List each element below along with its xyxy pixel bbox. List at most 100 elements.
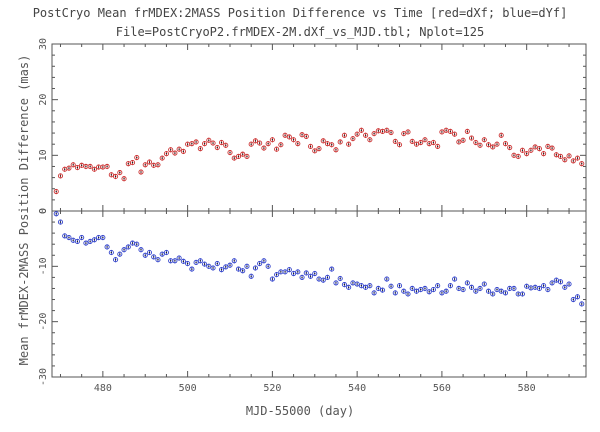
top-y-tick-label: 30 xyxy=(38,38,49,50)
top-data-point xyxy=(100,164,106,170)
top-data-point xyxy=(515,153,521,160)
bottom-data-point xyxy=(163,249,169,256)
chart-subtitle: File=PostCryoP2.frMDEX-2M.dXf_vs_MJD.tbl… xyxy=(115,25,485,39)
bottom-data-point xyxy=(502,290,509,296)
bottom-data-point xyxy=(104,244,110,250)
bottom-data-point xyxy=(456,285,462,292)
bottom-data-point xyxy=(460,286,466,293)
top-data-point xyxy=(485,142,492,148)
top-data-point xyxy=(498,132,504,138)
bottom-data-point xyxy=(570,296,576,303)
top-data-point xyxy=(553,152,559,158)
top-data-point xyxy=(269,137,275,143)
bottom-data-point xyxy=(541,283,547,289)
bottom-data-point xyxy=(324,274,331,280)
top-data-point xyxy=(125,161,131,167)
top-data-point xyxy=(286,134,292,140)
bottom-data-point xyxy=(358,283,364,289)
bottom-data-point xyxy=(248,273,254,279)
top-data-point xyxy=(367,137,373,143)
top-data-point xyxy=(168,147,174,153)
top-data-point xyxy=(197,146,203,152)
top-data-point xyxy=(541,151,547,157)
top-data-point xyxy=(121,176,127,182)
top-data-point xyxy=(375,128,381,134)
bottom-data-point xyxy=(312,270,318,277)
bottom-data-point xyxy=(108,249,114,256)
bottom-data-point xyxy=(307,273,314,279)
top-data-point xyxy=(74,164,80,171)
bottom-data-point xyxy=(214,260,220,267)
bottom-data-point xyxy=(579,301,585,307)
top-data-point xyxy=(151,162,157,168)
bottom-data-point xyxy=(380,287,386,293)
bottom-data-point xyxy=(278,269,284,275)
bottom-data-point xyxy=(79,234,85,241)
bottom-panel-dyf: 0 -10 -20 -30 480 500 520 540 560 580 xyxy=(38,208,587,394)
x-tick-label: 500 xyxy=(179,383,197,394)
top-data-point xyxy=(380,128,386,134)
bottom-data-point xyxy=(265,263,271,269)
bottom-data-point xyxy=(269,276,275,282)
bottom-data-point xyxy=(129,240,136,246)
x-tick-label: 580 xyxy=(518,383,536,394)
top-data-point xyxy=(227,149,233,156)
top-data-point xyxy=(193,139,199,145)
top-data-point xyxy=(519,147,525,153)
top-data-point xyxy=(79,162,85,168)
top-data-point xyxy=(104,163,110,170)
top-data-point xyxy=(405,129,411,135)
bottom-data-point xyxy=(189,266,195,272)
top-data-point xyxy=(316,146,322,152)
bottom-data-point xyxy=(320,277,326,283)
top-data-point xyxy=(117,169,123,176)
top-data-point xyxy=(320,138,326,144)
top-data-point xyxy=(113,173,119,180)
bottom-data-point xyxy=(257,260,263,267)
bottom-data-point xyxy=(549,280,555,286)
bottom-data-point xyxy=(206,263,212,269)
top-data-point xyxy=(481,137,487,143)
top-data-point xyxy=(354,131,360,137)
chart-title: PostCryo Mean frMDEX:2MASS Position Diff… xyxy=(32,6,568,20)
bottom-data-point xyxy=(57,219,64,225)
top-data-point xyxy=(312,148,318,154)
top-data-point xyxy=(490,144,496,150)
bottom-data-point xyxy=(121,247,127,253)
top-data-point xyxy=(265,141,271,147)
top-data-point xyxy=(214,144,220,151)
top-data-point xyxy=(206,137,212,143)
top-data-point xyxy=(235,153,242,160)
top-data-point xyxy=(134,154,140,161)
bottom-data-point xyxy=(562,284,568,290)
bottom-data-point xyxy=(180,258,186,264)
top-data-point xyxy=(146,159,153,165)
bottom-data-point xyxy=(295,269,301,275)
top-y-tick-label: 20 xyxy=(38,94,49,106)
bottom-data-point xyxy=(337,275,343,282)
bottom-data-point xyxy=(524,283,530,289)
top-data-point xyxy=(558,153,564,160)
top-data-point xyxy=(180,148,186,155)
top-data-point xyxy=(261,145,267,151)
top-data-point xyxy=(57,173,64,179)
bottom-data-point xyxy=(146,249,153,256)
x-tick-label: 560 xyxy=(433,383,451,394)
x-tick-label: 540 xyxy=(348,383,366,394)
top-data-point xyxy=(223,142,229,148)
top-data-point xyxy=(426,141,432,147)
top-data-point xyxy=(346,141,352,147)
top-data-point xyxy=(244,153,250,160)
bottom-data-point xyxy=(473,288,479,294)
bottom-data-point xyxy=(494,286,500,293)
top-data-point xyxy=(430,139,436,146)
bottom-data-point xyxy=(384,276,390,282)
top-data-point xyxy=(282,132,288,138)
bottom-data-point xyxy=(117,251,123,257)
bottom-data-point xyxy=(125,244,131,250)
x-tick-label: 480 xyxy=(94,383,112,394)
bottom-data-point xyxy=(545,286,551,293)
top-data-point xyxy=(536,146,542,152)
top-data-point xyxy=(363,132,369,138)
